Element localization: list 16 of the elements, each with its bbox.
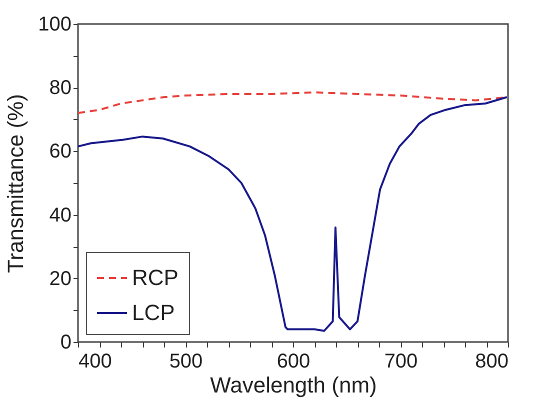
x-tick-label: 400 bbox=[78, 350, 112, 372]
y-tick-label: 80 bbox=[49, 77, 72, 100]
legend-label: LCP bbox=[132, 300, 175, 325]
x-tick-label: 700 bbox=[384, 350, 418, 372]
y-tick-label: 40 bbox=[49, 204, 72, 226]
x-tick-label: 600 bbox=[276, 350, 310, 372]
x-axis-title: Wavelength (nm) bbox=[210, 372, 377, 398]
x-tick-label: 800 bbox=[475, 350, 508, 372]
y-tick-label: 0 bbox=[60, 332, 72, 354]
y-tick-label: 100 bbox=[38, 14, 72, 36]
x-tick-label: 500 bbox=[169, 350, 203, 372]
line-series bbox=[77, 96, 508, 332]
y-tick-label: 60 bbox=[49, 140, 72, 163]
legend-label: RCP bbox=[132, 265, 178, 290]
y-tick-label: 20 bbox=[49, 268, 72, 290]
y-axis-title: Transmittance (%) bbox=[3, 94, 28, 273]
